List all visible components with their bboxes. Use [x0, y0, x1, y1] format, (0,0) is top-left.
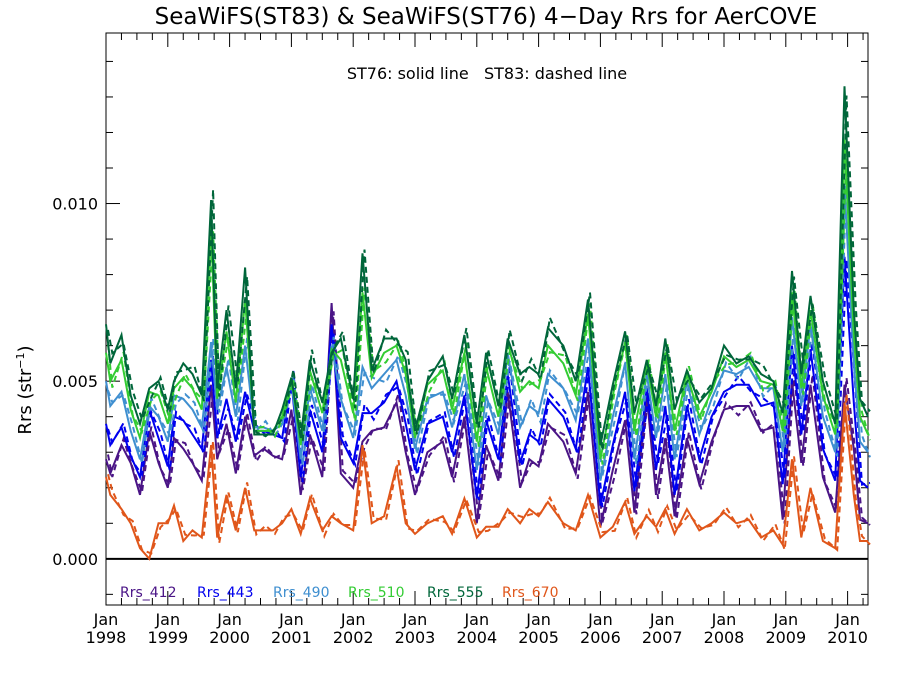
series-line-rrs-555-st76	[105, 86, 869, 446]
series-line-rrs-412-st76	[105, 302, 869, 528]
x-tick-month-label: Jan	[711, 610, 737, 629]
x-tick-month-label: Jan	[587, 610, 613, 629]
y-axis-label-superscript: −1	[14, 352, 27, 368]
series-line-rrs-443-st76	[105, 256, 869, 506]
x-tick-year-label: 2008	[704, 628, 745, 647]
y-tick-label: 0.005	[52, 372, 98, 391]
series-line-rrs-555-st83	[107, 95, 871, 451]
x-tick-year-label: 2001	[271, 628, 312, 647]
x-tick-month-label: Jan	[402, 610, 428, 629]
x-tick-year-label: 2003	[395, 628, 436, 647]
x-tick-year-label: 1999	[147, 628, 188, 647]
x-tick-year-label: 2009	[765, 628, 806, 647]
x-tick-year-label: 2002	[333, 628, 374, 647]
x-tick-month-label: Jan	[649, 610, 675, 629]
y-tick-label: 0.010	[52, 195, 98, 214]
chart-title: SeaWiFS(ST83) & SeaWiFS(ST76) 4−Day Rrs …	[155, 4, 818, 30]
legend-item-rrs-555: Rrs_555	[427, 585, 484, 601]
x-tick-month-label: Jan	[525, 610, 551, 629]
plot-frame	[105, 32, 869, 606]
x-tick-year-label: 2010	[827, 628, 868, 647]
x-tick-year-label: 2006	[580, 628, 621, 647]
legend-item-rrs-510: Rrs_510	[348, 585, 405, 601]
x-tick-year-label: 2005	[518, 628, 559, 647]
legend-item-rrs-490: Rrs_490	[273, 585, 330, 601]
x-tick-year-label: 1998	[86, 628, 127, 647]
x-tick-month-label: Jan	[834, 610, 860, 629]
line-style-annotation: ST76: solid line ST83: dashed line	[347, 64, 627, 83]
x-tick-month-label: Jan	[463, 610, 489, 629]
x-tick-month-label: Jan	[93, 610, 119, 629]
x-tick-month-label: Jan	[772, 610, 798, 629]
x-tick-month-label: Jan	[154, 610, 180, 629]
series-line-rrs-670-st83	[107, 393, 871, 555]
x-tick-year-label: 2004	[456, 628, 497, 647]
series-line-rrs-670-st76	[105, 402, 868, 561]
legend-item-rrs-443: Rrs_443	[197, 585, 254, 601]
x-tick-month-label: Jan	[216, 610, 242, 629]
legend-item-rrs-412: Rrs_412	[120, 585, 177, 601]
y-axis-label-text: Rrs (str	[15, 368, 36, 434]
plot-area: 0.0000.0050.010Jan1998Jan1999Jan2000Jan2…	[52, 32, 871, 647]
y-axis-label: Rrs (str−1)	[14, 345, 36, 434]
x-tick-year-label: 2007	[642, 628, 683, 647]
x-tick-month-label: Jan	[278, 610, 304, 629]
y-axis-label-close: )	[15, 345, 36, 352]
y-tick-label: 0.000	[52, 550, 98, 569]
legend-item-rrs-670: Rrs_670	[502, 585, 559, 601]
x-tick-month-label: Jan	[340, 610, 366, 629]
series-line-rrs-490-st76	[105, 185, 869, 481]
x-tick-year-label: 2000	[209, 628, 250, 647]
